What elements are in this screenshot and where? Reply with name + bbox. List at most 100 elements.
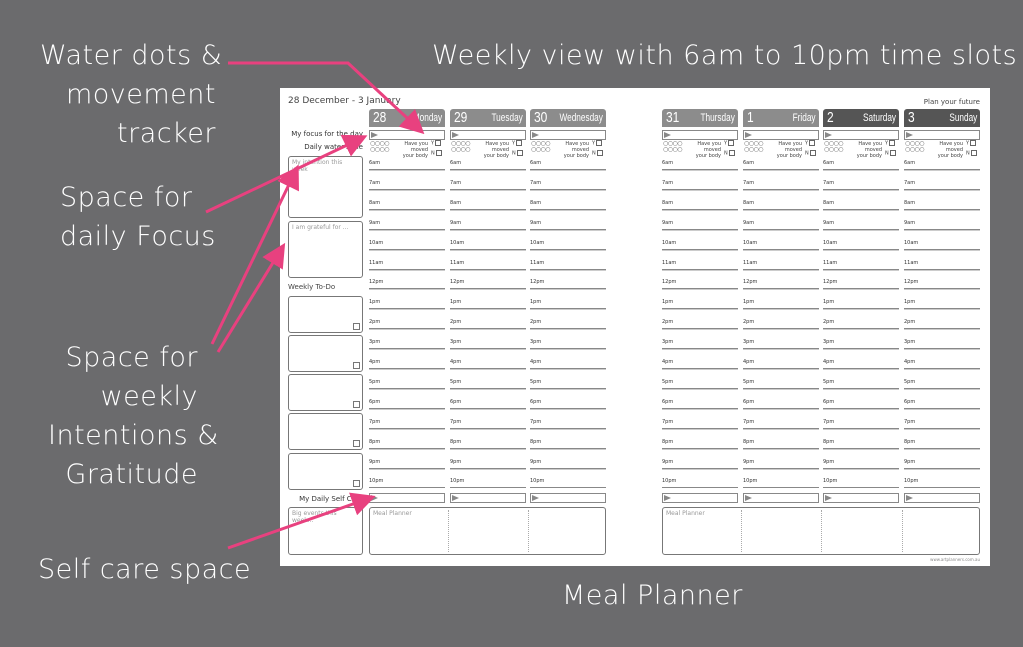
no-checkbox[interactable]: N (966, 150, 977, 157)
time-slot[interactable]: 2pm (369, 319, 445, 330)
time-slot[interactable]: 12pm (743, 279, 819, 290)
time-slot[interactable]: 8pm (369, 439, 445, 449)
meal-planner-left[interactable]: Meal Planner (369, 507, 606, 555)
time-slot[interactable]: 9pm (369, 459, 445, 469)
no-checkbox[interactable]: N (805, 150, 816, 157)
time-slot[interactable]: 12pm (904, 279, 980, 290)
time-slot[interactable]: 6pm (904, 399, 980, 409)
no-checkbox[interactable]: N (724, 150, 735, 157)
todo-checkbox[interactable] (353, 480, 360, 487)
water-dots[interactable]: ○○○○ ○○○○ (451, 140, 470, 153)
time-slot[interactable]: 12pm (369, 279, 445, 290)
time-slot[interactable]: 6pm (743, 399, 819, 409)
time-slot[interactable]: 4pm (450, 359, 526, 369)
time-slot[interactable]: 6am (904, 160, 980, 170)
time-slot[interactable]: 3pm (662, 339, 738, 350)
time-slot[interactable]: 7pm (662, 419, 738, 429)
water-dots[interactable]: ○○○○ ○○○○ (744, 140, 763, 153)
time-slot[interactable]: 12pm (662, 279, 738, 290)
time-slot[interactable]: 2pm (904, 319, 980, 330)
time-slot[interactable]: 1pm (450, 299, 526, 310)
time-slot[interactable]: 10pm (743, 478, 819, 489)
focus-bar[interactable] (530, 130, 606, 140)
time-slot[interactable]: 9am (823, 220, 899, 230)
time-slot[interactable]: 5pm (662, 379, 738, 389)
time-slot[interactable]: 2pm (823, 319, 899, 330)
intention-box[interactable]: My intention this week (288, 156, 363, 218)
focus-bar[interactable] (823, 130, 899, 140)
todo-box[interactable] (288, 413, 363, 450)
no-checkbox[interactable]: N (512, 150, 523, 157)
time-slot[interactable]: 1pm (530, 299, 606, 310)
water-dots[interactable]: ○○○○ ○○○○ (905, 140, 924, 153)
time-slot[interactable]: 7am (743, 180, 819, 190)
time-slot[interactable]: 5pm (823, 379, 899, 389)
time-slot[interactable]: 11am (369, 260, 445, 270)
time-slot[interactable]: 6pm (450, 399, 526, 409)
todo-box[interactable] (288, 453, 363, 490)
time-slot[interactable]: 11am (530, 260, 606, 270)
time-slot[interactable]: 3pm (369, 339, 445, 350)
selfcare-bar[interactable] (662, 493, 738, 503)
time-slot[interactable]: 7am (369, 180, 445, 190)
time-slot[interactable]: 6am (743, 160, 819, 170)
time-slot[interactable]: 12pm (450, 279, 526, 290)
time-slot[interactable]: 7pm (823, 419, 899, 429)
time-slot[interactable]: 10pm (530, 478, 606, 489)
time-slot[interactable]: 10am (823, 240, 899, 250)
time-slot[interactable]: 1pm (743, 299, 819, 310)
time-slot[interactable]: 6am (450, 160, 526, 170)
focus-bar[interactable] (450, 130, 526, 140)
yes-checkbox[interactable]: Y (512, 140, 523, 147)
time-slot[interactable]: 4pm (743, 359, 819, 369)
time-slot[interactable]: 8am (369, 200, 445, 210)
time-slot[interactable]: 10pm (823, 478, 899, 489)
yes-checkbox[interactable]: Y (805, 140, 816, 147)
time-slot[interactable]: 9am (662, 220, 738, 230)
time-slot[interactable]: 10am (743, 240, 819, 250)
time-slot[interactable]: 9pm (823, 459, 899, 469)
water-dots[interactable]: ○○○○ ○○○○ (531, 140, 550, 153)
time-slot[interactable]: 8am (743, 200, 819, 210)
time-slot[interactable]: 1pm (369, 299, 445, 310)
time-slot[interactable]: 11am (450, 260, 526, 270)
time-slot[interactable]: 7am (450, 180, 526, 190)
selfcare-bar[interactable] (743, 493, 819, 503)
time-slot[interactable]: 7am (662, 180, 738, 190)
water-dots[interactable]: ○○○○ ○○○○ (824, 140, 843, 153)
time-slot[interactable]: 5pm (369, 379, 445, 389)
time-slot[interactable]: 5pm (450, 379, 526, 389)
yes-checkbox[interactable]: Y (431, 140, 442, 147)
time-slot[interactable]: 6am (823, 160, 899, 170)
time-slot[interactable]: 6pm (823, 399, 899, 409)
todo-box[interactable] (288, 296, 363, 333)
time-slot[interactable]: 10am (662, 240, 738, 250)
time-slot[interactable]: 9am (530, 220, 606, 230)
time-slot[interactable]: 5pm (743, 379, 819, 389)
time-slot[interactable]: 5pm (904, 379, 980, 389)
time-slot[interactable]: 11am (743, 260, 819, 270)
time-slot[interactable]: 10pm (450, 478, 526, 489)
time-slot[interactable]: 10pm (904, 478, 980, 489)
yes-checkbox[interactable]: Y (724, 140, 735, 147)
time-slot[interactable]: 8pm (530, 439, 606, 449)
time-slot[interactable]: 11am (662, 260, 738, 270)
time-slot[interactable]: 12pm (530, 279, 606, 290)
selfcare-bar[interactable] (530, 493, 606, 503)
yes-checkbox[interactable]: Y (885, 140, 896, 147)
time-slot[interactable]: 11am (904, 260, 980, 270)
time-slot[interactable]: 8pm (662, 439, 738, 449)
time-slot[interactable]: 10am (530, 240, 606, 250)
todo-checkbox[interactable] (353, 323, 360, 330)
yes-checkbox[interactable]: Y (966, 140, 977, 147)
selfcare-bar[interactable] (904, 493, 980, 503)
time-slot[interactable]: 6am (369, 160, 445, 170)
yes-checkbox[interactable]: Y (592, 140, 603, 147)
time-slot[interactable]: 7pm (743, 419, 819, 429)
time-slot[interactable]: 4pm (369, 359, 445, 369)
time-slot[interactable]: 8am (823, 200, 899, 210)
no-checkbox[interactable]: N (431, 150, 442, 157)
time-slot[interactable]: 6pm (662, 399, 738, 409)
time-slot[interactable]: 10am (369, 240, 445, 250)
time-slot[interactable]: 7pm (369, 419, 445, 429)
